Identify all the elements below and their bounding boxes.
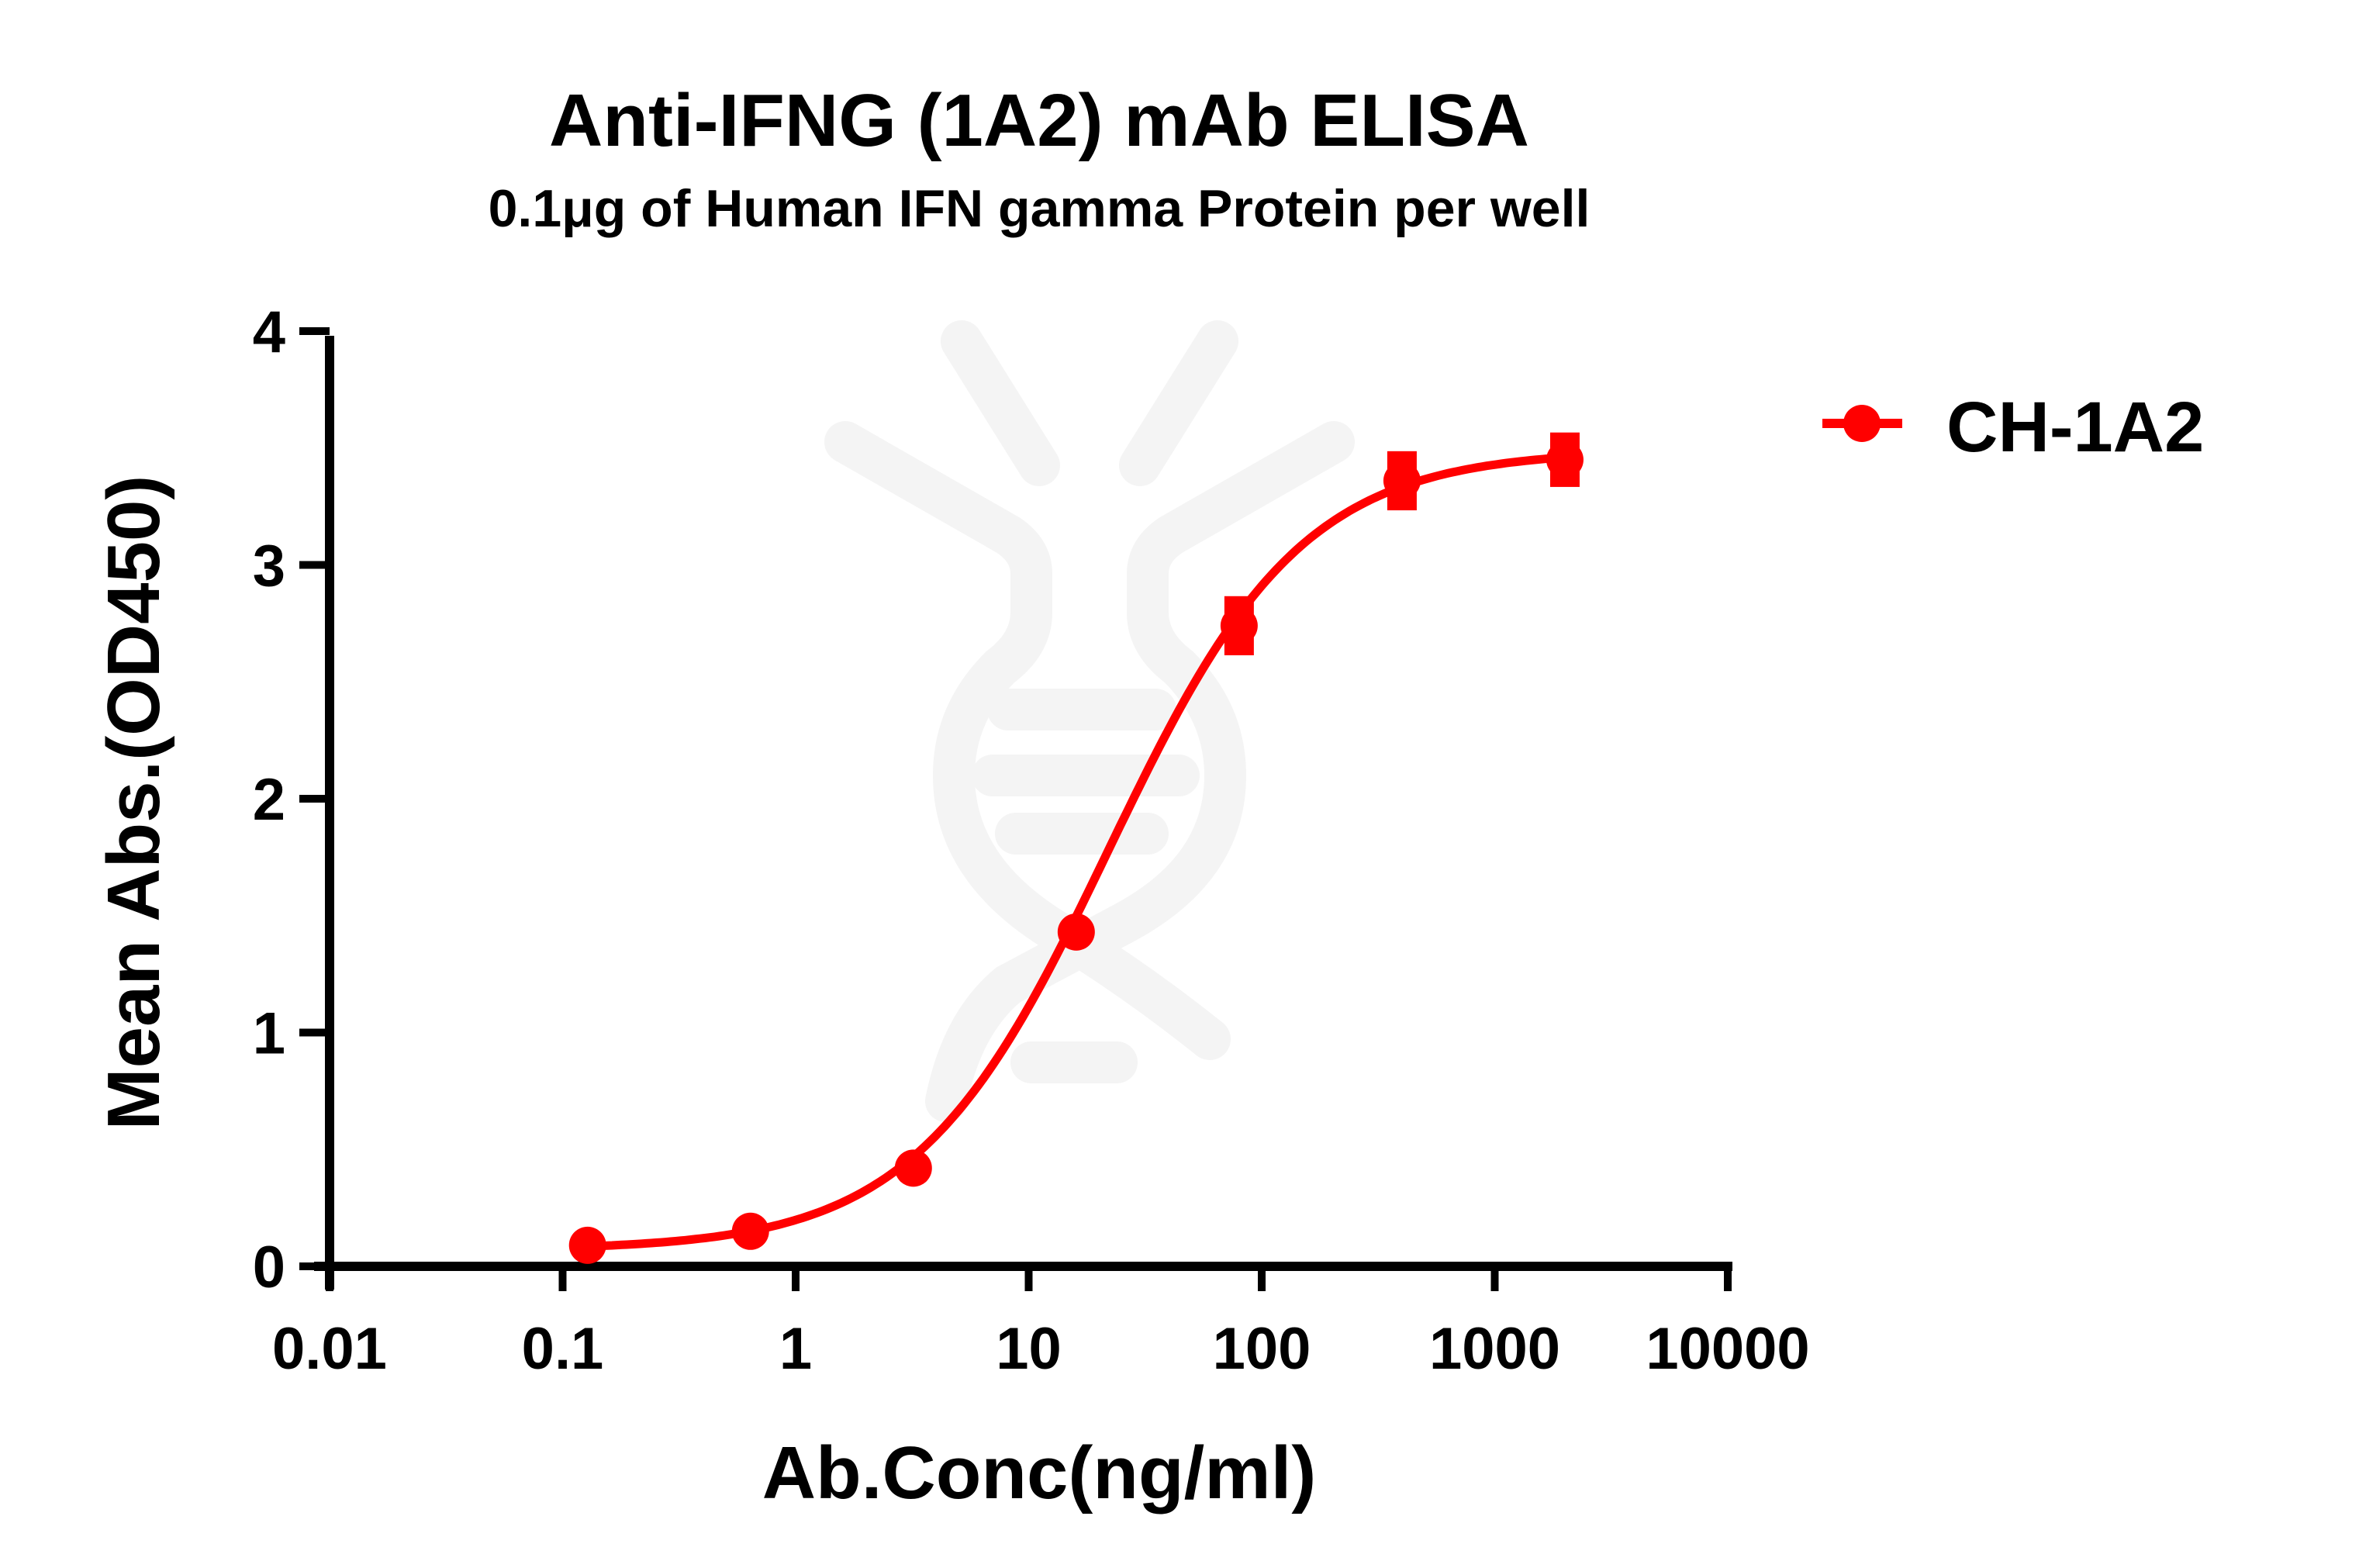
x-tick-label: 0.1 — [522, 1316, 604, 1382]
legend-marker-icon — [1843, 405, 1881, 442]
y-tick-label: 3 — [253, 534, 285, 599]
y-axis-ticks: 0 1 2 3 4 — [253, 299, 330, 1300]
data-point — [1057, 913, 1095, 951]
data-point — [568, 1226, 606, 1264]
plot-area — [568, 432, 1584, 1264]
x-tick-label: 0.01 — [272, 1316, 387, 1382]
data-point — [1383, 461, 1421, 499]
y-tick-label: 4 — [253, 299, 285, 365]
legend-label-ch-1a2: CH-1A2 — [1946, 388, 2204, 467]
chart-title: Anti-IFNG (1A2) mAb ELISA — [549, 79, 1529, 162]
y-tick-label: 0 — [253, 1235, 285, 1300]
x-tick-label: 1 — [779, 1316, 812, 1382]
x-axis-ticks: 0.01 0.1 1 10 100 1000 10000 — [272, 1266, 1810, 1382]
watermark-logo-icon — [824, 320, 1355, 1122]
x-tick-label: 100 — [1213, 1316, 1311, 1382]
chart-subtitle: 0.1μg of Human IFN gamma Protein per wel… — [489, 179, 1591, 238]
data-point — [1546, 440, 1584, 478]
x-tick-label: 10 — [996, 1316, 1062, 1382]
y-tick-label: 1 — [253, 1001, 285, 1067]
data-point — [894, 1149, 932, 1187]
legend: CH-1A2 — [1822, 388, 2204, 467]
x-tick-label: 10000 — [1646, 1316, 1809, 1382]
y-axis-title: Mean Abs.(OD450) — [92, 475, 175, 1131]
x-tick-label: 1000 — [1429, 1316, 1560, 1382]
data-point — [1220, 606, 1258, 644]
data-point — [731, 1212, 769, 1250]
x-axis-title: Ab.Conc(ng/ml) — [762, 1432, 1317, 1514]
y-tick-label: 2 — [253, 767, 285, 833]
